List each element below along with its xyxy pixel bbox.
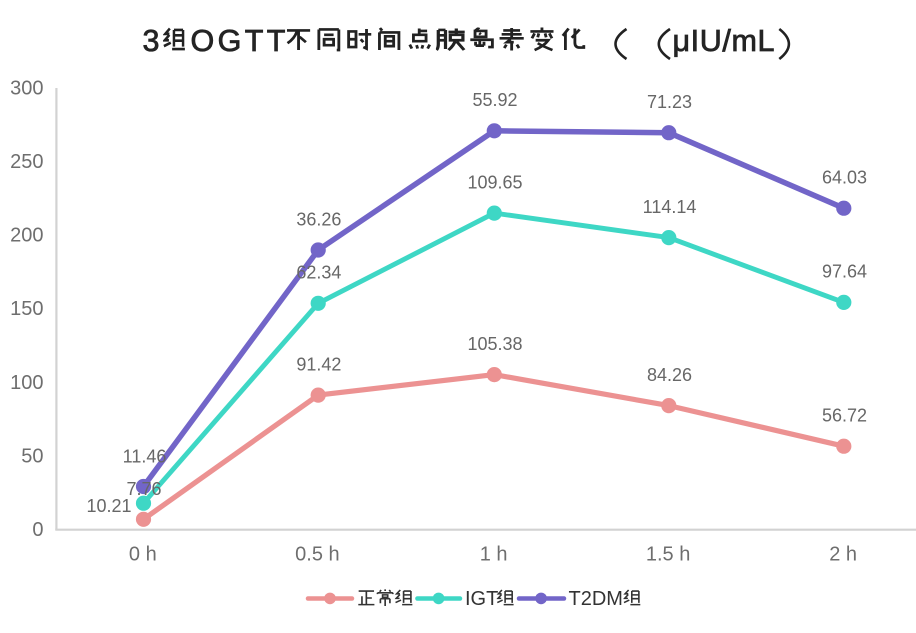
svg-text:84.26: 84.26 <box>647 365 692 385</box>
svg-text:10.21: 10.21 <box>86 496 131 516</box>
svg-text:μIU/mL: μIU/mL <box>673 24 776 58</box>
svg-text:36.26: 36.26 <box>296 209 341 229</box>
svg-text:0: 0 <box>32 519 43 541</box>
svg-text:100: 100 <box>10 372 43 394</box>
svg-text:3: 3 <box>143 24 160 58</box>
svg-text:62.34: 62.34 <box>296 263 341 283</box>
svg-text:50: 50 <box>21 445 43 467</box>
svg-text:200: 200 <box>10 225 43 247</box>
svg-text:IGT: IGT <box>465 588 498 610</box>
svg-text:0.5 h: 0.5 h <box>295 544 339 566</box>
svg-text:71.23: 71.23 <box>647 92 692 112</box>
svg-text:64.03: 64.03 <box>822 168 867 188</box>
svg-text:56.72: 56.72 <box>822 406 867 426</box>
svg-text:T2DM: T2DM <box>569 588 623 610</box>
svg-text:11.46: 11.46 <box>123 446 167 466</box>
svg-text:OGTT: OGTT <box>191 24 289 58</box>
svg-text:91.42: 91.42 <box>296 354 341 374</box>
svg-text:150: 150 <box>10 298 43 320</box>
svg-text:1.5 h: 1.5 h <box>646 544 690 566</box>
svg-text:114.14: 114.14 <box>643 197 697 217</box>
svg-text:2 h: 2 h <box>829 544 857 566</box>
svg-text:97.64: 97.64 <box>822 262 867 282</box>
svg-text:55.92: 55.92 <box>472 90 517 110</box>
svg-text:109.65: 109.65 <box>467 172 522 192</box>
svg-text:0 h: 0 h <box>129 544 157 566</box>
svg-text:1 h: 1 h <box>480 544 508 566</box>
svg-text:7.76: 7.76 <box>126 479 161 499</box>
svg-text:300: 300 <box>10 77 43 99</box>
svg-text:250: 250 <box>10 151 43 173</box>
svg-text:105.38: 105.38 <box>467 334 522 354</box>
